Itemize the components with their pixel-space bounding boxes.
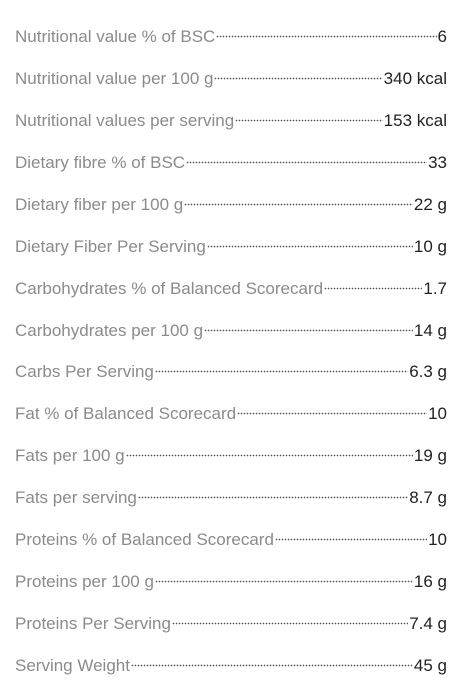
dot-leader	[154, 351, 409, 377]
dot-leader	[171, 603, 409, 629]
row-label: Dietary fibre % of BSC	[15, 153, 186, 172]
row-label: Nutritional value % of BSC	[15, 27, 216, 46]
row-label: Nutritional value per 100 g	[15, 69, 214, 88]
nutrition-row-dietary-fiber-per-100g: Dietary fiber per 100 g 22 g	[15, 184, 447, 214]
nutrition-row-carbohydrates-per-100g: Carbohydrates per 100 g 14 g	[15, 310, 447, 340]
nutrition-row-dietary-fiber-per-serving: Dietary Fiber Per Serving 10 g	[15, 226, 447, 256]
dot-leader	[125, 435, 413, 461]
nutrition-row-proteins-per-100g: Proteins per 100 g 16 g	[15, 561, 447, 591]
row-value: 340 kcal	[383, 69, 447, 88]
nutrition-row-nutritional-value-percent-bsc: Nutritional value % of BSC 6	[15, 16, 447, 46]
row-value: 10	[428, 404, 447, 423]
row-value: 19 g	[413, 446, 447, 465]
row-label: Fats per serving	[15, 488, 137, 507]
row-label: Carbohydrates per 100 g	[15, 321, 204, 340]
row-value: 6	[437, 27, 447, 46]
nutrition-row-proteins-percent-bsc: Proteins % of Balanced Scorecard 10	[15, 519, 447, 549]
nutrition-row-nutritional-values-per-serving: Nutritional values per serving 153 kcal	[15, 100, 447, 130]
dot-leader	[186, 142, 428, 168]
row-value: 33	[428, 153, 447, 172]
row-value: 14 g	[413, 321, 447, 340]
row-label: Dietary fiber per 100 g	[15, 195, 184, 214]
nutrition-row-dietary-fibre-percent-bsc: Dietary fibre % of BSC 33	[15, 142, 447, 172]
row-label: Serving Weight	[15, 656, 130, 675]
dot-leader	[130, 645, 413, 671]
dot-leader	[235, 100, 383, 126]
nutrition-row-proteins-per-serving: Proteins Per Serving 7.4 g	[15, 603, 447, 633]
dot-leader	[324, 268, 423, 294]
dot-leader	[137, 477, 409, 503]
row-value: 45 g	[413, 656, 447, 675]
dot-leader	[154, 561, 413, 587]
dot-leader	[214, 58, 383, 84]
row-label: Proteins % of Balanced Scorecard	[15, 530, 274, 549]
row-value: 8.7 g	[409, 488, 447, 507]
row-label: Nutritional values per serving	[15, 111, 235, 130]
nutrition-row-carbohydrates-percent-bsc: Carbohydrates % of Balanced Scorecard 1.…	[15, 268, 447, 298]
row-value: 1.7	[423, 279, 447, 298]
nutrition-row-fats-per-serving: Fats per serving 8.7 g	[15, 477, 447, 507]
nutrition-row-fat-percent-bsc: Fat % of Balanced Scorecard 10	[15, 393, 447, 423]
row-value: 153 kcal	[383, 111, 447, 130]
row-label: Carbohydrates % of Balanced Scorecard	[15, 279, 324, 298]
dot-leader	[206, 226, 413, 252]
nutrition-row-carbs-per-serving: Carbs Per Serving 6.3 g	[15, 351, 447, 381]
row-value: 7.4 g	[409, 614, 447, 633]
row-value: 16 g	[413, 572, 447, 591]
nutrition-row-serving-weight: Serving Weight 45 g	[15, 645, 447, 675]
row-label: Proteins per 100 g	[15, 572, 154, 591]
row-value: 6.3 g	[409, 362, 447, 381]
nutrition-row-fats-per-100g: Fats per 100 g 19 g	[15, 435, 447, 465]
dot-leader	[216, 16, 437, 42]
row-value: 10 g	[413, 237, 447, 256]
dot-leader	[237, 393, 428, 419]
dot-leader	[274, 519, 428, 545]
row-label: Fat % of Balanced Scorecard	[15, 404, 237, 423]
nutrition-row-nutritional-value-per-100g: Nutritional value per 100 g 340 kcal	[15, 58, 447, 88]
row-label: Fats per 100 g	[15, 446, 125, 465]
row-label: Carbs Per Serving	[15, 362, 154, 381]
row-label: Dietary Fiber Per Serving	[15, 237, 206, 256]
dot-leader	[184, 184, 413, 210]
row-label: Proteins Per Serving	[15, 614, 171, 633]
dot-leader	[204, 310, 413, 336]
row-value: 10	[428, 530, 447, 549]
row-value: 22 g	[413, 195, 447, 214]
